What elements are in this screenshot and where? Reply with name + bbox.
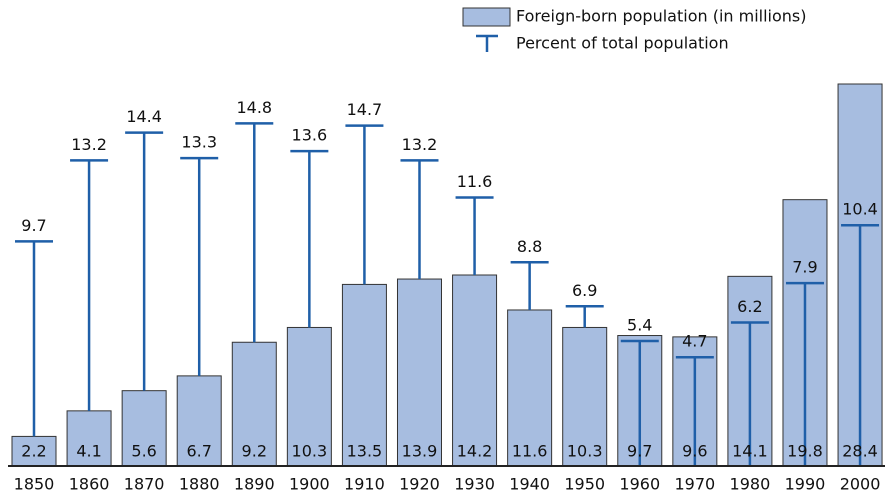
x-tick-label: 1930 bbox=[454, 475, 495, 494]
value-label: 13.2 bbox=[402, 135, 438, 154]
x-tick-label: 1950 bbox=[564, 475, 605, 494]
x-tick-label: 1940 bbox=[509, 475, 550, 494]
x-tick-label: 1900 bbox=[289, 475, 330, 494]
value-label: 14.4 bbox=[126, 107, 162, 126]
value-label: 9.7 bbox=[627, 442, 652, 461]
x-tick-label: 1880 bbox=[179, 475, 220, 494]
value-label: 4.1 bbox=[76, 442, 101, 461]
bar bbox=[286, 326, 332, 467]
x-tick-label: 2000 bbox=[840, 475, 881, 494]
value-label: 6.2 bbox=[737, 297, 762, 316]
value-label: 8.8 bbox=[517, 237, 542, 256]
x-tick-label: 1860 bbox=[69, 475, 110, 494]
value-label: 13.2 bbox=[71, 135, 107, 154]
x-tick-label: 1920 bbox=[399, 475, 440, 494]
legend-label: Percent of total population bbox=[516, 34, 729, 53]
value-label: 11.6 bbox=[457, 172, 493, 191]
value-label: 9.6 bbox=[682, 442, 707, 461]
bar bbox=[11, 435, 57, 467]
value-label: 13.6 bbox=[292, 126, 328, 145]
value-label: 10.3 bbox=[567, 442, 603, 461]
x-tick-label: 1970 bbox=[674, 475, 715, 494]
x-tick-label: 1960 bbox=[619, 475, 660, 494]
x-tick-label: 1980 bbox=[730, 475, 771, 494]
value-label: 5.4 bbox=[627, 315, 652, 334]
value-label: 10.3 bbox=[292, 442, 328, 461]
value-label: 5.6 bbox=[131, 442, 156, 461]
value-label: 10.4 bbox=[842, 200, 878, 219]
value-label: 4.7 bbox=[682, 332, 707, 351]
x-tick-label: 1990 bbox=[785, 475, 826, 494]
value-label: 19.8 bbox=[787, 442, 823, 461]
value-label: 14.7 bbox=[347, 100, 383, 119]
value-label: 2.2 bbox=[21, 442, 46, 461]
bar bbox=[176, 375, 222, 467]
value-label: 28.4 bbox=[842, 442, 878, 461]
x-tick-label: 1870 bbox=[124, 475, 165, 494]
x-tick-label: 1890 bbox=[234, 475, 275, 494]
value-label: 9.7 bbox=[21, 216, 46, 235]
value-label: 13.9 bbox=[402, 442, 438, 461]
value-label: 6.9 bbox=[572, 281, 597, 300]
bar bbox=[231, 341, 277, 467]
value-label: 7.9 bbox=[792, 258, 817, 277]
bar bbox=[121, 390, 167, 467]
bar bbox=[507, 309, 553, 467]
value-label: 6.7 bbox=[186, 442, 211, 461]
bar bbox=[452, 274, 498, 467]
bar bbox=[396, 278, 442, 467]
legend-label: Foreign-born population (in millions) bbox=[516, 7, 807, 26]
x-tick-label: 1850 bbox=[14, 475, 55, 494]
value-label: 9.2 bbox=[242, 442, 267, 461]
value-label: 13.5 bbox=[347, 442, 383, 461]
value-label: 13.3 bbox=[181, 133, 217, 152]
x-tick-label: 1910 bbox=[344, 475, 385, 494]
bar bbox=[341, 283, 387, 467]
value-label: 14.8 bbox=[236, 98, 272, 117]
value-label: 14.2 bbox=[457, 442, 493, 461]
legend-swatch-bar bbox=[462, 7, 511, 27]
value-label: 14.1 bbox=[732, 442, 768, 461]
value-label: 11.6 bbox=[512, 442, 548, 461]
